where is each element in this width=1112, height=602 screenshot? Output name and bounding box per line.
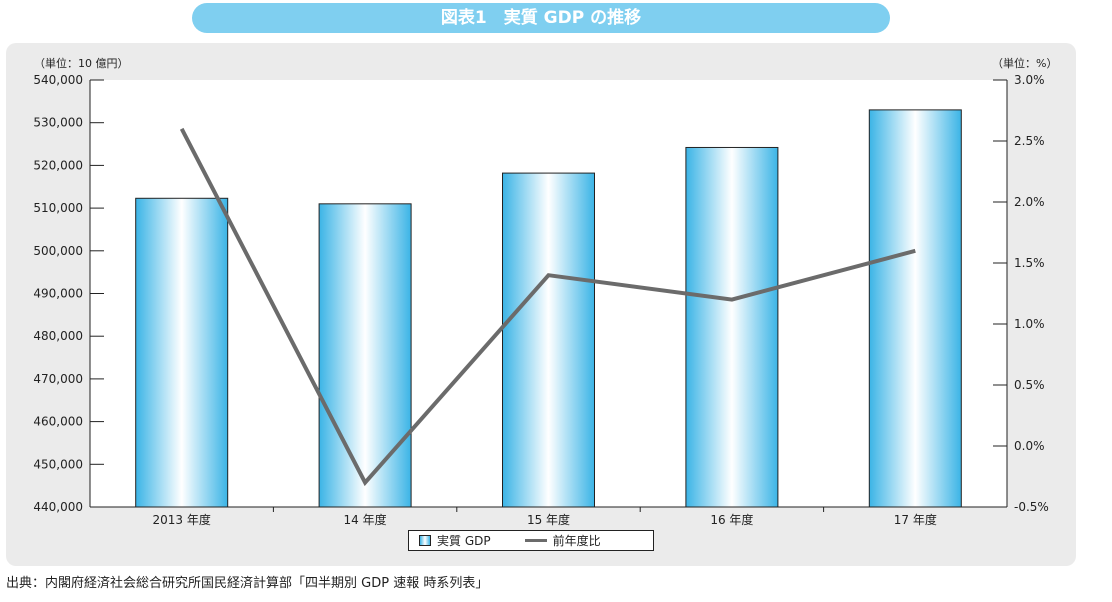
axes [89,79,1008,512]
right-tick-label: 2.5% [1014,134,1045,148]
bar-2 [502,172,595,508]
right-tick-label: 1.5% [1014,256,1045,270]
left-axis-unit: （単位：10 億円） [34,56,129,70]
left-tick-label: 490,000 [33,287,83,301]
bar-4 [868,109,962,508]
category-label-3: 16 年度 [710,512,753,527]
bar-0 [135,197,229,508]
left-tick-label: 510,000 [33,201,83,215]
right-tick-label: 1.0% [1014,317,1045,331]
left-tick-label: 480,000 [33,329,83,343]
right-axis-unit: （単位：%） [992,56,1057,70]
bar-series [135,109,962,508]
source-note: 出典：内閣府経済社会総合研究所国民経済計算部「四半期別 GDP 速報 時系列表」 [6,576,489,591]
right-tick-label: 0.5% [1014,378,1045,392]
legend-line-label: 前年度比 [552,534,601,548]
legend-bar-label: 実質 GDP [437,534,491,548]
left-tick-label: 540,000 [33,73,83,87]
category-label-2: 15 年度 [527,512,570,527]
category-label-0: 2013 年度 [153,512,211,527]
left-tick-label: 460,000 [33,415,83,429]
left-tick-label: 470,000 [33,372,83,386]
category-label-1: 14 年度 [344,512,387,527]
legend-item-gdp: 実質 GDP [419,532,491,549]
bar-1 [318,203,412,508]
left-tick-label: 440,000 [33,500,83,514]
category-label-4: 17 年度 [894,512,937,527]
left-tick-label: 520,000 [33,158,83,172]
bar-3 [685,146,779,508]
tick-labels: 440,000 450,000 460,000 470,000 480,000 490,0… [33,73,1048,527]
legend-line-swatch [524,539,547,542]
right-tick-label: -0.5% [1014,500,1049,514]
left-tick-label: 500,000 [33,244,83,258]
legend: 実質 GDP 前年度比 [408,530,654,551]
legend-item-growth: 前年度比 [501,532,601,549]
left-tick-label: 450,000 [33,457,83,471]
legend-bar-swatch [419,535,431,546]
left-tick-label: 530,000 [33,116,83,130]
line-series [179,127,916,487]
right-tick-label: 0.0% [1014,439,1045,453]
right-tick-label: 2.0% [1014,195,1045,209]
right-tick-label: 3.0% [1014,73,1045,87]
chart-title: 図表1 実質 GDP の推移 [192,3,890,33]
